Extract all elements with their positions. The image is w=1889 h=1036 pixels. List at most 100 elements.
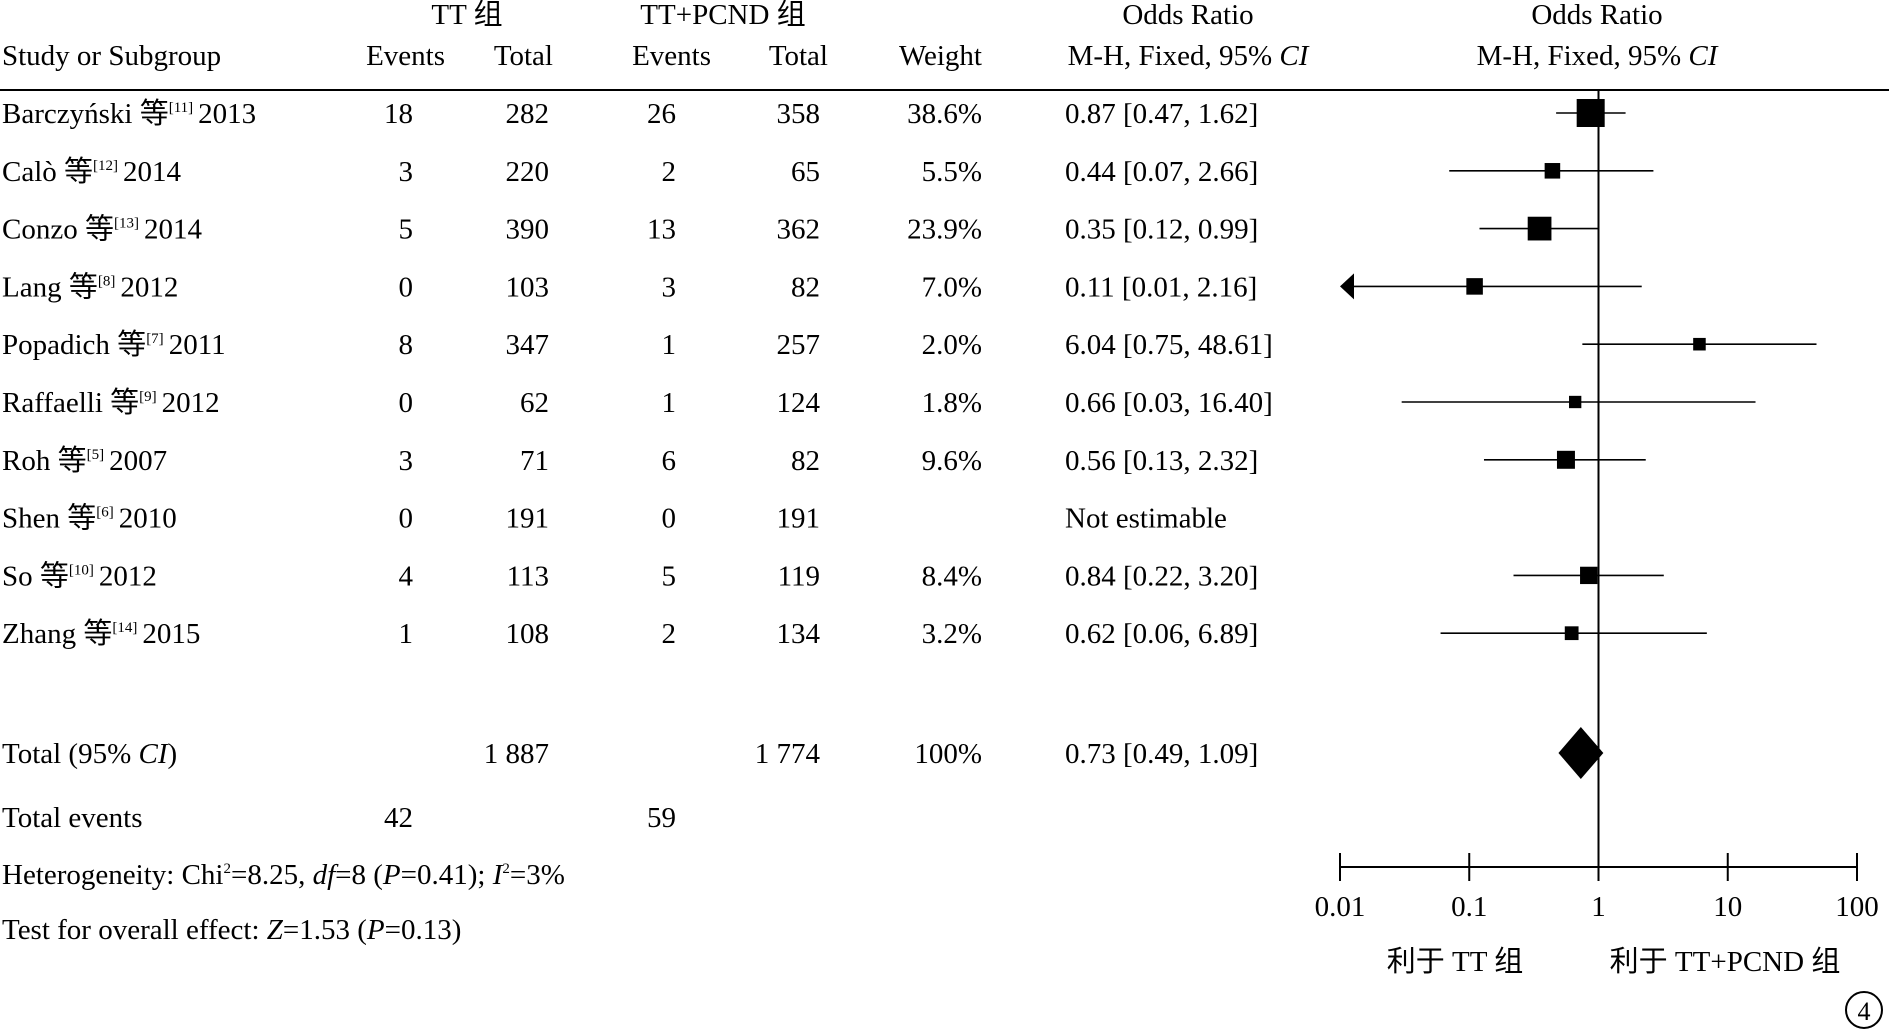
study-label: Lang 等[8] 2012 bbox=[2, 270, 178, 303]
total-tt: 282 bbox=[506, 98, 550, 130]
or-header-plot: Odds Ratio bbox=[1531, 0, 1662, 31]
table-row: Raffaelli 等[9] 2012 0 62 1 124 1.8% 0.66 [0.03,… bbox=[2, 386, 1273, 419]
total-tt-pcnd: 191 bbox=[777, 503, 821, 535]
total-label: Total (95% CI) bbox=[2, 738, 177, 770]
odds-ratio-value: 6.04 [0.75, 48.61] bbox=[1065, 329, 1273, 361]
study-label: Roh 等[5] 2007 bbox=[2, 444, 167, 477]
odds-ratio-value: 0.35 [0.12, 0.99] bbox=[1065, 214, 1258, 246]
events-tt: 3 bbox=[399, 445, 414, 477]
study-marker bbox=[1544, 163, 1561, 179]
events-tt-pcnd: 3 bbox=[662, 271, 677, 303]
total-tt: 220 bbox=[506, 156, 550, 188]
total-n1: 1 887 bbox=[484, 738, 549, 770]
odds-ratio-value: 0.66 [0.03, 16.40] bbox=[1065, 387, 1273, 419]
tick-label: 100 bbox=[1835, 891, 1879, 923]
study-marker bbox=[1466, 278, 1483, 295]
total-tt-pcnd: 119 bbox=[778, 560, 820, 592]
odds-ratio-value: Not estimable bbox=[1065, 503, 1227, 535]
total-n2: 1 774 bbox=[755, 738, 821, 770]
total-tt-pcnd: 82 bbox=[791, 445, 820, 477]
events-tt: 0 bbox=[399, 271, 414, 303]
or-method-plot: M-H, Fixed, 95% CI bbox=[1477, 40, 1719, 72]
total1-header: Total bbox=[494, 40, 553, 72]
table-row: So 等[10] 2012 4 113 5 119 8.4% 0.84 [0.22, 3.20… bbox=[2, 559, 1258, 592]
total-tt: 191 bbox=[506, 503, 550, 535]
table-row: Roh 等[5] 2007 3 71 6 82 9.6% 0.56 [0.13, 2.32] bbox=[2, 444, 1258, 477]
events-tt: 4 bbox=[399, 560, 414, 592]
tick-label: 0.01 bbox=[1315, 891, 1366, 923]
weight-value: 9.6% bbox=[922, 445, 982, 477]
events-tt-pcnd: 1 bbox=[662, 387, 677, 419]
odds-ratio-value: 0.44 [0.07, 2.66] bbox=[1065, 156, 1258, 188]
study-label: Conzo 等[13] 2014 bbox=[2, 213, 202, 246]
weight-value: 5.5% bbox=[922, 156, 982, 188]
total-tt: 108 bbox=[506, 618, 550, 650]
events-tt: 0 bbox=[399, 387, 414, 419]
tick-label: 10 bbox=[1713, 891, 1742, 923]
events2-header: Events bbox=[632, 40, 711, 72]
table-row: Barczyński 等[11] 2013 18 282 26 358 38.6% 0.87 … bbox=[2, 97, 1258, 130]
table-row: Calò 等[12] 2014 3 220 2 65 5.5% 0.44 [0.07, 2.6… bbox=[2, 155, 1258, 188]
total-events-1: 42 bbox=[384, 802, 413, 834]
total-tt: 113 bbox=[507, 560, 549, 592]
study-marker bbox=[1576, 99, 1605, 127]
total-or: 0.73 [0.49, 1.09] bbox=[1065, 738, 1258, 770]
total-diamond bbox=[1558, 727, 1604, 779]
overall-effect-text: Test for overall effect: Z=1.53 (P=0.13) bbox=[2, 914, 461, 946]
study-marker bbox=[1569, 395, 1582, 409]
total-tt: 71 bbox=[520, 445, 549, 477]
events-tt-pcnd: 0 bbox=[662, 503, 677, 535]
events-tt: 5 bbox=[399, 214, 414, 246]
x-axis: 0.01 0.1 1 10 100 bbox=[1315, 90, 1879, 923]
study-label: Calò 等[12] 2014 bbox=[2, 155, 182, 188]
or-header-table: Odds Ratio bbox=[1122, 0, 1253, 31]
tick-label: 1 bbox=[1591, 891, 1606, 923]
total-events-2: 59 bbox=[647, 802, 676, 834]
or-method-table: M-H, Fixed, 95% CI bbox=[1068, 40, 1310, 72]
weight-value: 8.4% bbox=[922, 560, 982, 592]
events-tt-pcnd: 2 bbox=[662, 618, 677, 650]
total-tt: 390 bbox=[506, 214, 550, 246]
table-row: Popadich 等[7] 2011 8 347 1 257 2.0% 6.04 [0.75,… bbox=[2, 328, 1273, 361]
events-tt-pcnd: 2 bbox=[662, 156, 677, 188]
study-marker bbox=[1564, 626, 1579, 641]
table-row: Zhang 等[14] 2015 1 108 2 134 3.2% 0.62 [0.06, 6… bbox=[2, 617, 1258, 650]
events-tt: 0 bbox=[399, 503, 414, 535]
tick-label: 0.1 bbox=[1451, 891, 1487, 923]
weight-header: Weight bbox=[899, 40, 982, 72]
plot-marks bbox=[1340, 99, 1817, 779]
events1-header: Events bbox=[366, 40, 445, 72]
events-tt-pcnd: 26 bbox=[647, 98, 676, 130]
events-tt: 3 bbox=[399, 156, 414, 188]
events-tt: 8 bbox=[399, 329, 414, 361]
total-tt-pcnd: 358 bbox=[777, 98, 821, 130]
odds-ratio-value: 0.62 [0.06, 6.89] bbox=[1065, 618, 1258, 650]
favours-left-label: 利于 TT 组 bbox=[1387, 945, 1523, 978]
group2-header: TT+PCND 组 bbox=[640, 0, 805, 31]
odds-ratio-value: 0.87 [0.47, 1.62] bbox=[1065, 98, 1258, 130]
study-marker bbox=[1527, 216, 1552, 241]
study-header: Study or Subgroup bbox=[2, 40, 221, 72]
weight-value: 38.6% bbox=[907, 98, 982, 130]
total-tt-pcnd: 65 bbox=[791, 156, 820, 188]
study-label: Shen 等[6] 2010 bbox=[2, 502, 177, 535]
weight-value: 7.0% bbox=[922, 271, 982, 303]
events-tt: 18 bbox=[384, 98, 413, 130]
table-row: Shen 等[6] 2010 0 191 0 191 Not estimable bbox=[2, 502, 1227, 535]
events-tt: 1 bbox=[399, 618, 414, 650]
odds-ratio-value: 0.84 [0.22, 3.20] bbox=[1065, 560, 1258, 592]
total-tt: 62 bbox=[520, 387, 549, 419]
total-tt-pcnd: 362 bbox=[777, 214, 821, 246]
group1-header: TT 组 bbox=[431, 0, 502, 31]
events-tt-pcnd: 13 bbox=[647, 214, 676, 246]
total-weight: 100% bbox=[914, 738, 982, 770]
study-label: Zhang 等[14] 2015 bbox=[2, 617, 200, 650]
weight-value: 23.9% bbox=[907, 214, 982, 246]
study-label: So 等[10] 2012 bbox=[2, 559, 157, 592]
events-tt-pcnd: 6 bbox=[662, 445, 677, 477]
favours-right-label: 利于 TT+PCND 组 bbox=[1610, 945, 1841, 978]
total-tt: 103 bbox=[506, 271, 550, 303]
weight-value: 1.8% bbox=[922, 387, 982, 419]
study-label: Raffaelli 等[9] 2012 bbox=[2, 386, 220, 419]
